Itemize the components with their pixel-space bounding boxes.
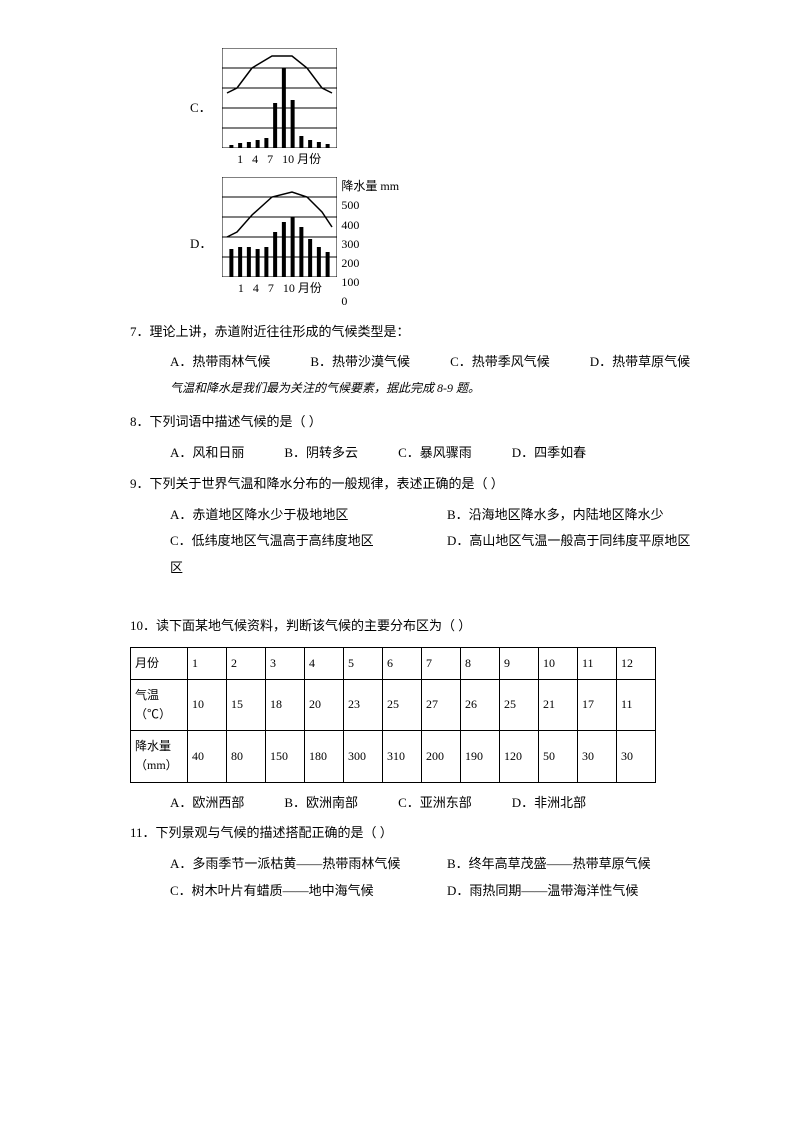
- q11-opt-c: C．树木叶片有蜡质——地中海气候: [170, 881, 447, 902]
- q9-opt-b: B．沿海地区降水多，内陆地区降水少: [447, 505, 724, 526]
- note-8-9: 气温和降水是我们最为关注的气候要素，据此完成 8-9 题。: [170, 379, 724, 398]
- table-cell: 1: [188, 647, 227, 679]
- table-cell: 180: [305, 731, 344, 782]
- chart-d-xaxis: 1 4 7 10 月份: [222, 279, 337, 298]
- question-7-options: A．热带雨林气候 B．热带沙漠气候 C．热带季风气候 D．热带草原气候: [170, 352, 724, 373]
- table-cell: 26: [461, 679, 500, 730]
- q8-opt-b: B．阴转多云: [284, 443, 358, 464]
- table-cell: 17: [578, 679, 617, 730]
- q7-opt-d: D．热带草原气候: [590, 352, 690, 373]
- table-cell: 30: [578, 731, 617, 782]
- table-cell: 310: [383, 731, 422, 782]
- question-11: 11．下列景观与气候的描述搭配正确的是（ ）: [130, 823, 724, 844]
- chart-d-label: D．: [190, 234, 212, 255]
- table-cell: 190: [461, 731, 500, 782]
- question-9: 9．下列关于世界气温和降水分布的一般规律，表述正确的是（ ）: [130, 474, 724, 495]
- table-cell: 25: [383, 679, 422, 730]
- table-cell: 12: [617, 647, 656, 679]
- question-7: 7．理论上讲，赤道附近往往形成的气候类型是：: [130, 322, 724, 343]
- table-cell: 23: [344, 679, 383, 730]
- q11-opt-a: A．多雨季节一派枯黄——热带雨林气候: [170, 854, 447, 875]
- table-cell: 25: [500, 679, 539, 730]
- q7-opt-c: C．热带季风气候: [450, 352, 550, 373]
- precip-title: 降水量 mm: [341, 177, 399, 196]
- table-cell: 50: [539, 731, 578, 782]
- q7-opt-a: A．热带雨林气候: [170, 352, 270, 373]
- table-cell: 6: [383, 647, 422, 679]
- table-cell: 气温（℃）: [131, 679, 188, 730]
- chart-d-row: D． 1 4 7 10 月份 降水量 mm 500 400 300 200 10…: [190, 177, 724, 311]
- question-10-options: A．欧洲西部 B．欧洲南部 C．亚洲东部 D．非洲北部: [170, 793, 724, 814]
- table-cell: 18: [266, 679, 305, 730]
- chart-d-right-axis: 降水量 mm 500 400 300 200 100 0: [341, 177, 399, 311]
- climate-data-table: 月份123456789101112 气温（℃）10151820232527262…: [130, 647, 656, 783]
- table-cell: 10: [188, 679, 227, 730]
- table-cell: 5: [344, 647, 383, 679]
- table-cell: 15: [227, 679, 266, 730]
- table-cell: 7: [422, 647, 461, 679]
- question-9-options-row2: C．低纬度地区气温高于高纬度地区 D．高山地区气温一般高于同纬度平原地区: [170, 531, 724, 552]
- q10-opt-c: C．亚洲东部: [398, 793, 472, 814]
- table-cell: 20: [305, 679, 344, 730]
- question-8: 8．下列词语中描述气候的是（ ）: [130, 412, 724, 433]
- question-11-options-row1: A．多雨季节一派枯黄——热带雨林气候 B．终年高草茂盛——热带草原气候: [170, 854, 724, 875]
- chart-c-svg: [222, 48, 337, 148]
- question-9-options-row1: A．赤道地区降水少于极地地区 B．沿海地区降水多，内陆地区降水少: [170, 505, 724, 526]
- q10-opt-d: D．非洲北部: [512, 793, 586, 814]
- table-cell: 40: [188, 731, 227, 782]
- q8-opt-c: C．暴风骤雨: [398, 443, 472, 464]
- q8-opt-a: A．风和日丽: [170, 443, 244, 464]
- table-cell: 3: [266, 647, 305, 679]
- question-10: 10．读下面某地气候资料，判断该气候的主要分布区为（ ）: [130, 616, 724, 637]
- table-cell: 200: [422, 731, 461, 782]
- table-cell: 150: [266, 731, 305, 782]
- chart-c: 1 4 7 10 月份: [222, 48, 337, 169]
- q8-opt-d: D．四季如春: [512, 443, 586, 464]
- table-cell: 30: [617, 731, 656, 782]
- chart-c-xaxis: 1 4 7 10 月份: [222, 150, 337, 169]
- chart-c-label: C．: [190, 98, 212, 119]
- q7-opt-b: B．热带沙漠气候: [310, 352, 410, 373]
- table-cell: 4: [305, 647, 344, 679]
- q9-opt-c: C．低纬度地区气温高于高纬度地区: [170, 531, 447, 552]
- q11-opt-d: D．雨热同期——温带海洋性气候: [447, 881, 724, 902]
- q9-continuation: 区: [170, 558, 724, 579]
- chart-c-row: C． 1 4 7 10 月份: [190, 48, 724, 169]
- q9-opt-a: A．赤道地区降水少于极地地区: [170, 505, 447, 526]
- table-cell: 8: [461, 647, 500, 679]
- chart-d: 1 4 7 10 月份 降水量 mm 500 400 300 200 100 0: [222, 177, 399, 311]
- question-8-options: A．风和日丽 B．阴转多云 C．暴风骤雨 D．四季如春: [170, 443, 724, 464]
- table-cell: 11: [578, 647, 617, 679]
- table-cell: 降水量（mm）: [131, 731, 188, 782]
- table-cell: 9: [500, 647, 539, 679]
- table-cell: 21: [539, 679, 578, 730]
- table-cell: 10: [539, 647, 578, 679]
- table-cell: 27: [422, 679, 461, 730]
- table-cell: 120: [500, 731, 539, 782]
- q9-opt-d: D．高山地区气温一般高于同纬度平原地区: [447, 531, 724, 552]
- table-cell: 300: [344, 731, 383, 782]
- table-cell: 80: [227, 731, 266, 782]
- table-cell: 月份: [131, 647, 188, 679]
- table-cell: 2: [227, 647, 266, 679]
- chart-d-svg: [222, 177, 337, 277]
- table-cell: 11: [617, 679, 656, 730]
- q10-opt-b: B．欧洲南部: [284, 793, 358, 814]
- q11-opt-b: B．终年高草茂盛——热带草原气候: [447, 854, 724, 875]
- q10-opt-a: A．欧洲西部: [170, 793, 244, 814]
- question-11-options-row2: C．树木叶片有蜡质——地中海气候 D．雨热同期——温带海洋性气候: [170, 881, 724, 902]
